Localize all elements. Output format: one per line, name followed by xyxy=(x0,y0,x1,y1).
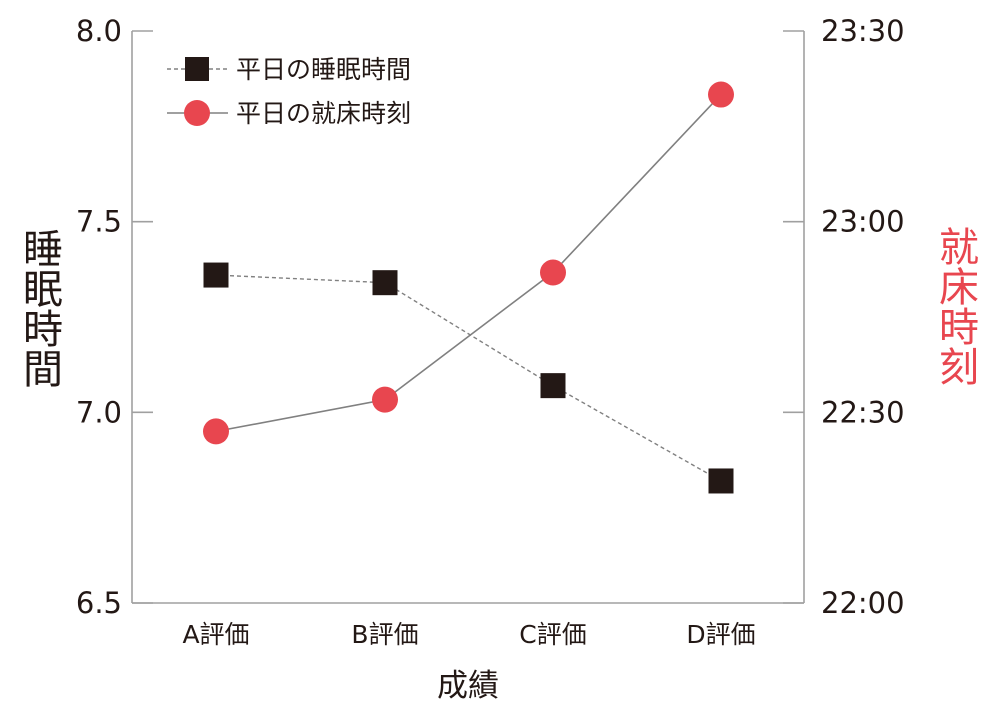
legend-circle-icon xyxy=(184,100,210,126)
circle-marker xyxy=(540,259,566,286)
x-tick-label: C評価 xyxy=(519,620,586,649)
series-lines xyxy=(215,94,722,482)
y-tick-label-right: 23:30 xyxy=(821,14,905,48)
y-tick-label-right: 22:00 xyxy=(821,586,905,620)
series-line xyxy=(215,94,722,433)
legend-label: 平日の睡眠時間 xyxy=(236,55,411,84)
axes: 6.5 7.0 7.5 8.0 22:00 22:30 23:00 23:30 A評価 B評価 C評… xyxy=(76,14,905,649)
legend-square-icon xyxy=(185,57,209,81)
series-markers xyxy=(203,81,734,494)
square-marker xyxy=(372,270,398,296)
y-axis-title-right: 就床時刻 xyxy=(932,226,978,386)
square-marker xyxy=(203,262,229,288)
x-tick-label: A評価 xyxy=(182,620,249,649)
y-tick-label-left: 6.5 xyxy=(76,586,122,620)
square-marker xyxy=(708,468,734,494)
y-tick-label-left: 7.5 xyxy=(76,205,122,239)
circle-marker xyxy=(708,81,734,108)
y-tick-label-left: 8.0 xyxy=(76,14,122,48)
y-tick-label-right: 22:30 xyxy=(821,395,905,429)
square-marker xyxy=(540,373,566,399)
circle-marker xyxy=(203,418,229,445)
y-axis-title-left: 睡眠時間 xyxy=(16,228,62,388)
circle-marker xyxy=(372,386,398,413)
y-tick-label-left: 7.0 xyxy=(76,395,122,429)
x-axis-title: 成績 xyxy=(437,668,499,704)
legend-label: 平日の就床時刻 xyxy=(236,99,411,128)
x-tick-label: D評価 xyxy=(686,620,755,649)
x-tick-label: B評価 xyxy=(351,620,418,649)
y-tick-label-right: 23:00 xyxy=(821,205,905,239)
series-line xyxy=(215,274,722,482)
